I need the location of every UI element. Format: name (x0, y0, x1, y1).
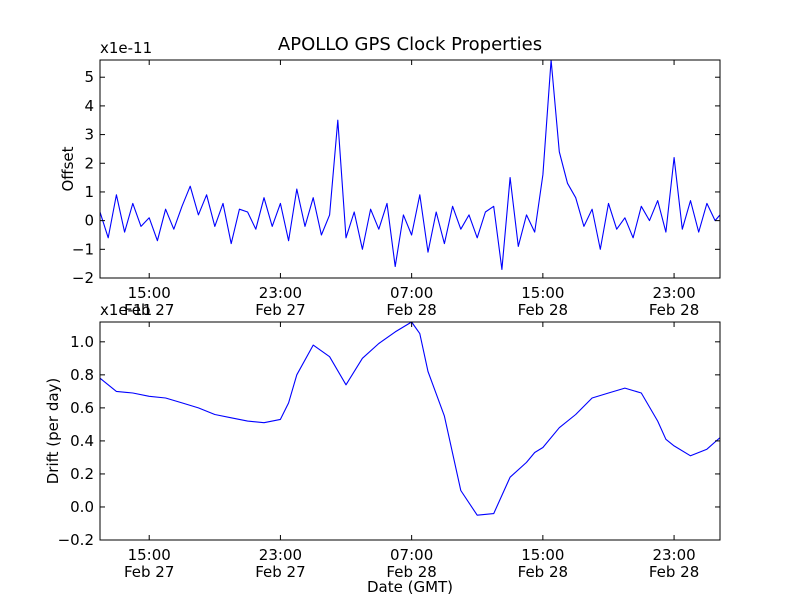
drift-xtick-time-label: 07:00 (390, 546, 433, 564)
drift-xtick-time-label: 15:00 (128, 546, 171, 564)
offset-xtick-date-label: Feb 28 (518, 301, 568, 319)
offset-xtick-time-label: 07:00 (390, 284, 433, 302)
drift-ytick-label: 0.0 (70, 498, 94, 516)
drift-ytick-label: −0.2 (58, 531, 94, 549)
offset-y-label: Offset (59, 146, 77, 191)
drift-series-line (99, 321, 721, 516)
chart-title: APOLLO GPS Clock Properties (278, 34, 542, 55)
offset-ytick-label: 5 (84, 68, 94, 86)
offset-xtick-time-label: 23:00 (259, 284, 302, 302)
drift-xtick-date-label: Feb 28 (386, 563, 436, 581)
offset-ytick-label: 4 (84, 97, 94, 115)
offset-ytick-label: −2 (72, 269, 94, 287)
drift-xtick-date-label: Feb 28 (649, 563, 699, 581)
offset-xtick-date-label: Feb 28 (386, 301, 436, 319)
drift-y-label: Drift (per day) (44, 378, 62, 485)
offset-ytick-label: 3 (84, 126, 94, 144)
offset-plot-area (100, 60, 720, 278)
offset-xtick-date-label: Feb 27 (124, 301, 174, 319)
drift-xtick-time-label: 15:00 (521, 546, 564, 564)
drift-scale-label: x1e-11 (100, 301, 152, 319)
offset-xtick-date-label: Feb 28 (649, 301, 699, 319)
drift-x-label: Date (GMT) (367, 578, 453, 596)
offset-scale-label: x1e-11 (100, 39, 152, 57)
drift-ytick-label: 0.8 (70, 366, 94, 384)
offset-axes-frame (99, 59, 721, 279)
offset-ytick-label: 0 (84, 212, 94, 230)
offset-ytick-label: −1 (72, 240, 94, 258)
drift-ytick-label: 1.0 (70, 333, 94, 351)
drift-ytick-label: 0.2 (70, 465, 94, 483)
drift-axes-frame (99, 321, 721, 541)
offset-xtick-time-label: 23:00 (652, 284, 695, 302)
offset-ytick-label: 2 (84, 154, 94, 172)
offset-xtick-date-label: Feb 27 (255, 301, 305, 319)
offset-xtick-time-label: 15:00 (521, 284, 564, 302)
drift-xtick-date-label: Feb 27 (124, 563, 174, 581)
drift-xtick-date-label: Feb 28 (518, 563, 568, 581)
drift-ytick-label: 0.6 (70, 399, 94, 417)
offset-ytick-label: 1 (84, 183, 94, 201)
drift-ytick-label: 0.4 (70, 432, 94, 450)
drift-xtick-time-label: 23:00 (652, 546, 695, 564)
drift-xtick-time-label: 23:00 (259, 546, 302, 564)
drift-plot-area (100, 322, 720, 540)
offset-xtick-time-label: 15:00 (128, 284, 171, 302)
offset-series-line (99, 59, 721, 270)
drift-xtick-date-label: Feb 27 (255, 563, 305, 581)
